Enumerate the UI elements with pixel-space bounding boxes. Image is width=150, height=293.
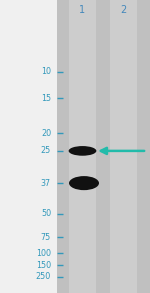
Ellipse shape bbox=[69, 176, 99, 190]
Text: 2: 2 bbox=[120, 5, 126, 15]
Text: 50: 50 bbox=[41, 209, 51, 218]
Text: 1: 1 bbox=[80, 5, 85, 15]
Bar bbox=[110, 0, 136, 293]
Text: 25: 25 bbox=[41, 146, 51, 155]
Text: 15: 15 bbox=[41, 94, 51, 103]
Text: 75: 75 bbox=[41, 233, 51, 242]
Text: 100: 100 bbox=[36, 249, 51, 258]
Text: 20: 20 bbox=[41, 129, 51, 138]
Text: 37: 37 bbox=[41, 179, 51, 188]
Text: 250: 250 bbox=[36, 272, 51, 281]
Bar bbox=[69, 0, 96, 293]
Ellipse shape bbox=[69, 146, 96, 156]
Bar bbox=[57, 0, 150, 293]
Text: 150: 150 bbox=[36, 261, 51, 270]
Text: 10: 10 bbox=[41, 67, 51, 76]
